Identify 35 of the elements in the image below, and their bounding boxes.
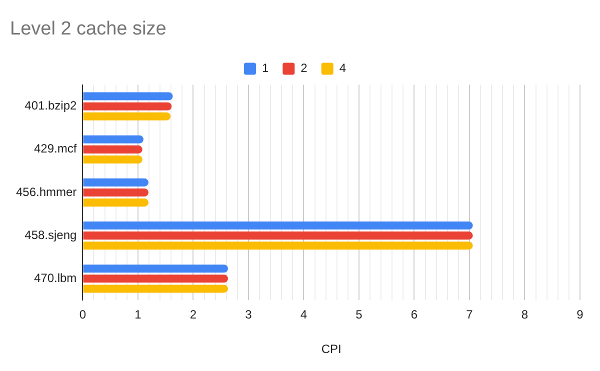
legend-label: 4 — [339, 61, 346, 76]
y-tick-label: 401.bzip2 — [24, 98, 78, 113]
bar — [83, 135, 144, 144]
bar — [83, 102, 172, 110]
bar — [83, 145, 142, 154]
y-tick-label: 429.mcf — [34, 142, 78, 156]
bar — [83, 222, 473, 230]
bar — [83, 188, 148, 197]
bar — [83, 232, 473, 240]
bar — [83, 198, 148, 207]
x-tick-label: 8 — [521, 308, 528, 322]
legend-label: 2 — [300, 61, 308, 76]
bar — [83, 112, 171, 120]
x-tick-label: 2 — [190, 308, 197, 322]
x-tick-label: 9 — [576, 308, 584, 322]
x-tick-label: 4 — [300, 308, 308, 322]
y-tick-label: 470.lbm — [34, 270, 77, 285]
x-tick-label: 6 — [410, 308, 418, 322]
bar — [83, 92, 173, 100]
bar — [83, 264, 228, 273]
bar — [83, 178, 148, 186]
x-tick-label: 3 — [245, 308, 252, 322]
bar — [83, 242, 473, 250]
x-axis-title: CPI — [321, 342, 342, 356]
bar — [83, 284, 228, 293]
legend-label: 1 — [262, 61, 269, 76]
x-tick-label: 0 — [79, 308, 86, 322]
y-tick-label: 458.sjeng — [24, 228, 77, 242]
chart-title: Level 2 cache size — [10, 18, 166, 40]
x-tick-label: 1 — [134, 308, 142, 322]
bar — [83, 155, 142, 164]
y-tick-label: 456.hmmer — [16, 184, 77, 199]
bar — [83, 274, 228, 283]
x-tick-label: 5 — [356, 308, 363, 322]
x-tick-label: 7 — [466, 308, 474, 322]
